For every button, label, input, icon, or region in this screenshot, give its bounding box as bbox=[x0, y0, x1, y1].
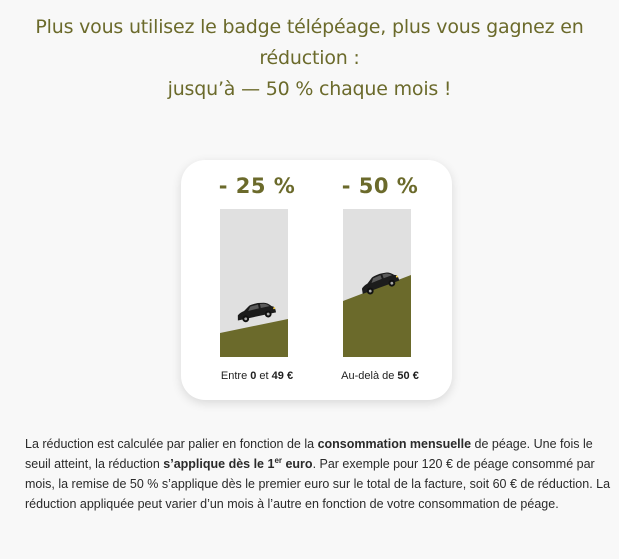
car-icon bbox=[361, 272, 400, 295]
discount-tiers-card: - 25 % Entre 0 et 49 € - 50 % bbox=[181, 160, 452, 400]
headline-line-2: jusqu’à — 50 % chaque mois ! bbox=[167, 78, 452, 100]
hill-slope bbox=[343, 275, 411, 357]
tier-illustration bbox=[220, 209, 288, 357]
tier-25: - 25 % Entre 0 et 49 € bbox=[197, 160, 317, 400]
tier-50: - 50 % Au-delà de 50 € bbox=[320, 160, 440, 400]
car-icon bbox=[237, 302, 277, 323]
tier-caption: Entre 0 et 49 € bbox=[220, 370, 294, 382]
headline-line-1: Plus vous utilisez le badge télépéage, p… bbox=[35, 16, 584, 69]
explanation-paragraph: La réduction est calculée par palier en … bbox=[25, 437, 611, 511]
tier-percent: - 50 % bbox=[341, 174, 419, 198]
tier-caption: Au-delà de 50 € bbox=[341, 370, 419, 382]
headline: Plus vous utilisez le badge télépéage, p… bbox=[0, 12, 619, 105]
tier-illustration bbox=[343, 209, 411, 357]
hill-slope bbox=[220, 319, 288, 357]
tier-percent: - 25 % bbox=[218, 174, 296, 198]
